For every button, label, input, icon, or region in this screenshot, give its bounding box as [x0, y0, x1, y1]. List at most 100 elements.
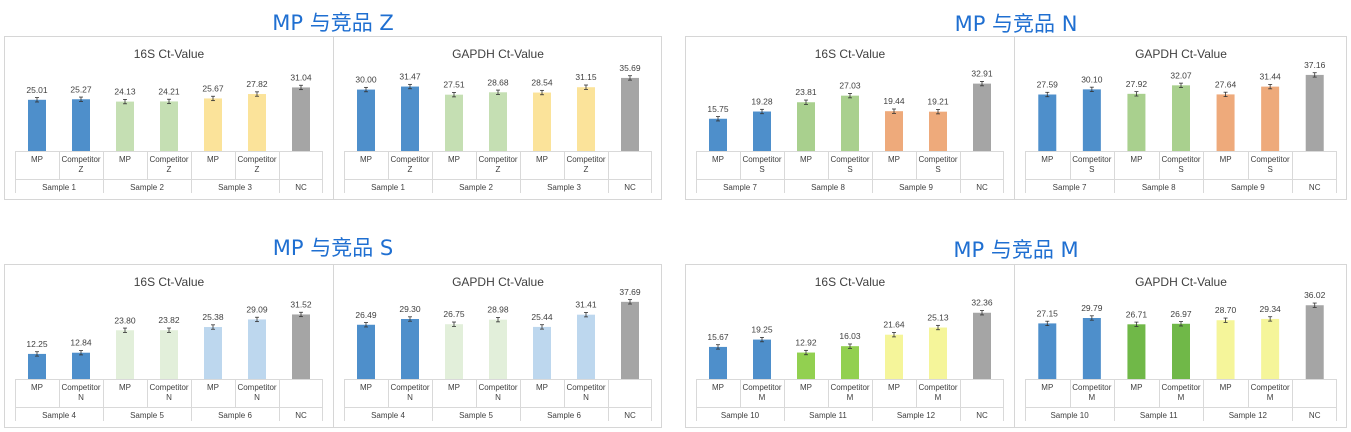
category-label: MP	[1041, 383, 1053, 392]
sample-label: Sample 5	[130, 411, 164, 420]
category-label: MP	[1130, 155, 1142, 164]
data-label: 30.10	[1081, 74, 1103, 84]
bar	[797, 352, 815, 379]
sample-label: Sample 2	[130, 183, 164, 192]
category-label: Competitor N	[61, 383, 100, 402]
bar	[1261, 86, 1280, 151]
bar	[1172, 85, 1190, 151]
category-label: MP	[119, 383, 131, 392]
category-label: Competitor Z	[61, 155, 100, 174]
category-label: MP	[448, 383, 460, 392]
category-label: MP	[207, 155, 219, 164]
sample-label: NC	[295, 183, 307, 192]
chart-title: GAPDH Ct-Value	[452, 47, 544, 61]
category-label: MP	[1130, 383, 1142, 392]
data-label: 37.69	[619, 287, 641, 297]
data-label: 12.25	[26, 339, 48, 349]
bar	[1305, 305, 1324, 379]
chart-divider	[333, 265, 334, 427]
data-label: 28.70	[1215, 305, 1237, 315]
sample-label: Sample 3	[547, 183, 581, 192]
data-label: 31.15	[575, 72, 597, 82]
bar	[1082, 89, 1101, 151]
bar	[709, 118, 727, 151]
chart-group-z: MP 与竞品 Z 16S Ct-Value 25.01 MP 25.27 Competi…	[4, 0, 662, 200]
chart-group-n: MP 与竞品 N 16S Ct-Value 15.75 MP 19.28 Competi…	[685, 0, 1347, 200]
data-label: 28.98	[487, 305, 509, 315]
sample-label: Sample 11	[1140, 411, 1178, 420]
bar	[1305, 74, 1324, 151]
sample-label: Sample 3	[218, 183, 252, 192]
data-label: 27.15	[1037, 308, 1059, 318]
chart-pair: 16S Ct-Value 25.01 MP 25.27 Competitor Z 24.13…	[4, 36, 662, 200]
data-label: 19.44	[883, 96, 905, 106]
data-label: 15.67	[707, 332, 729, 342]
data-label: 36.02	[1304, 290, 1326, 300]
bar	[292, 87, 310, 151]
bar	[401, 319, 419, 379]
category-label: Competitor M	[1251, 383, 1290, 402]
category-label: Competitor Z	[237, 155, 276, 174]
group-title: MP 与竞品 M	[953, 238, 1079, 262]
bar	[621, 301, 639, 379]
sample-label: Sample 6	[218, 411, 252, 420]
chart-divider	[333, 37, 334, 199]
category-label: MP	[1220, 383, 1232, 392]
data-label: 25.01	[26, 85, 48, 95]
category-label: MP	[536, 383, 548, 392]
chart-pair: 16S Ct-Value 15.75 MP 19.28 Competitor S 23.81…	[685, 36, 1347, 200]
data-label: 21.64	[883, 320, 905, 330]
sample-label: Sample 10	[721, 411, 760, 420]
bar	[160, 101, 178, 151]
data-label: 19.25	[751, 325, 773, 335]
data-label: 25.13	[927, 313, 949, 323]
data-label: 29.34	[1260, 304, 1282, 314]
category-label: Competitor M	[1161, 383, 1200, 402]
chart-divider	[1014, 265, 1015, 427]
sample-label: Sample 5	[459, 411, 493, 420]
bar	[116, 101, 134, 151]
bar	[72, 352, 90, 379]
category-label: MP	[1220, 155, 1232, 164]
category-label: MP	[888, 383, 900, 392]
category-label: Competitor Z	[149, 155, 188, 174]
chart-gapdh-ct-value: GAPDH Ct-Value 27.59 MP 30.10 Competitor S 27.…	[1025, 47, 1337, 193]
data-label: 15.75	[707, 104, 729, 114]
data-label: 12.92	[795, 338, 817, 348]
data-label: 16.03	[839, 331, 861, 341]
bar	[204, 98, 222, 151]
chart-16s-ct-value: 16S Ct-Value 15.67 MP 19.25 Competitor M 12.92…	[696, 275, 1004, 421]
group-title: MP 与竞品 S	[272, 236, 394, 260]
category-label: Competitor M	[918, 383, 957, 402]
data-label: 31.47	[399, 72, 421, 82]
sample-label: Sample 12	[897, 411, 936, 420]
data-label: 32.36	[971, 298, 993, 308]
chart-pair: 16S Ct-Value 12.25 MP 12.84 Competitor N 23.80…	[4, 264, 662, 428]
bar	[533, 92, 551, 151]
bar	[489, 92, 507, 151]
category-label: Competitor N	[149, 383, 188, 402]
chart-gapdh-ct-value: GAPDH Ct-Value 30.00 MP 31.47 Competitor Z 27.…	[344, 47, 652, 193]
sample-label: Sample 4	[371, 411, 405, 420]
category-label: Competitor N	[566, 383, 605, 402]
bar	[116, 330, 134, 379]
data-label: 26.75	[443, 309, 465, 319]
data-label: 26.49	[355, 310, 377, 320]
bar	[357, 89, 375, 151]
category-label: Competitor S	[1251, 155, 1290, 174]
chart-title: GAPDH Ct-Value	[1135, 275, 1227, 289]
bar	[160, 330, 178, 379]
sample-label: NC	[295, 411, 307, 420]
sample-label: Sample 6	[547, 411, 581, 420]
bar	[841, 346, 859, 379]
bar	[489, 319, 507, 379]
chart-title: 16S Ct-Value	[134, 47, 205, 61]
bar	[577, 314, 595, 379]
data-label: 27.82	[246, 79, 268, 89]
category-label: MP	[536, 155, 548, 164]
category-label: MP	[31, 155, 43, 164]
data-label: 23.81	[795, 87, 817, 97]
data-label: 32.91	[971, 69, 993, 79]
category-label: Competitor M	[742, 383, 781, 402]
sample-label: NC	[624, 183, 636, 192]
